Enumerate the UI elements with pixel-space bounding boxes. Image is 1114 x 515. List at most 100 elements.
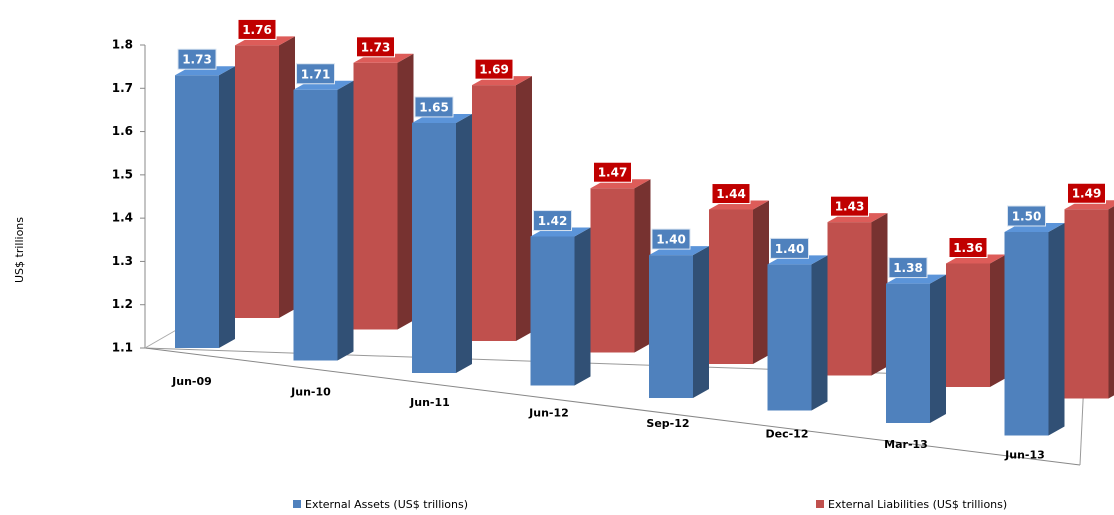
bar-front [1064,209,1109,399]
bar-front [767,264,812,411]
data-label-box [830,195,869,217]
bar-side [456,113,472,373]
data-label-box [651,228,691,250]
data-label: 1.69 [479,63,509,77]
bar-side [397,53,414,330]
x-tick-label: Sep-12 [646,417,689,430]
bar-side [693,246,709,398]
y-tick-label: 1.6 [112,124,133,138]
legend-swatch [293,500,301,508]
bar-front [472,85,516,341]
legend-label: External Assets (US$ trillions) [305,498,468,511]
data-label: 1.76 [242,23,272,37]
data-label: 1.36 [953,241,983,255]
data-label: 1.43 [835,200,865,214]
y-tick-label: 1.2 [112,297,133,311]
y-tick-label: 1.5 [112,167,133,181]
data-label-box [356,36,395,58]
bar [530,227,591,386]
y-axis-label: US$ trillions [13,217,26,283]
bar-side [279,36,295,319]
bar-side [337,80,354,361]
bar-side [574,227,591,386]
bar-side [930,274,946,423]
bar-front [353,62,398,330]
bar [1004,222,1065,436]
bar [767,255,828,411]
data-label-box [948,237,988,259]
bar [412,113,472,373]
bar-side [871,213,888,376]
x-tick-label: Jun-12 [528,407,569,420]
data-label-box [1067,182,1106,204]
data-label: 1.50 [1012,209,1042,223]
data-label-box [237,18,277,40]
data-label: 1.73 [361,40,391,54]
x-tick-label: Mar-13 [884,438,928,451]
bar [472,76,532,342]
bar [293,80,354,361]
y-tick-label: 1.4 [112,211,133,225]
x-tick-label: Jun-09 [171,375,212,388]
bar [886,274,946,423]
bar-front [886,283,930,423]
data-label: 1.65 [419,100,449,114]
bar-side [990,254,1006,387]
x-tick-label: Jun-13 [1004,449,1045,462]
bar [175,66,235,349]
bar-side [753,200,769,364]
y-tick-label: 1.7 [112,81,133,95]
x-tick-label: Jun-11 [409,396,450,409]
legend-swatch [816,500,824,508]
floor-front [144,347,1081,466]
bar-front [1004,231,1049,436]
bar [946,254,1006,387]
data-label-box [888,257,928,279]
y-tick-label: 1.1 [112,341,133,355]
data-label-box [414,96,454,118]
y-tick-label: 1.8 [112,38,133,52]
bar-side [811,255,828,411]
bar-front [649,255,693,398]
data-label-box [770,237,809,259]
data-label: 1.38 [893,261,923,275]
bar-front [293,89,338,361]
bar-side [634,179,651,353]
data-label: 1.40 [656,233,686,247]
bar-side [1048,222,1065,436]
bar-side [219,66,235,349]
data-label: 1.44 [716,187,746,201]
data-label: 1.42 [538,214,568,228]
bar-front [175,75,219,349]
bar [235,36,295,319]
x-tick-label: Dec-12 [766,428,809,441]
bar-side [1108,206,1114,399]
bar [590,179,651,353]
data-label-box [296,63,335,85]
data-label: 1.71 [301,67,331,81]
data-label-box [177,48,217,70]
data-label: 1.73 [182,53,212,67]
data-label-box [711,183,751,205]
legend-label: External Liabilities (US$ trillions) [828,498,1007,511]
bar [353,53,414,330]
x-tick-label: Jun-10 [290,386,331,399]
data-label-box [474,58,514,80]
bar-front [235,45,279,319]
data-label: 1.49 [1072,187,1102,201]
y-tick-label: 1.3 [112,254,133,268]
bar-front [946,263,990,387]
bar [709,200,769,364]
bar-front [590,188,635,353]
bar [827,213,888,376]
bar [1064,200,1114,399]
bar-front [827,222,872,376]
bar [649,246,709,398]
data-label-box [533,210,572,232]
bar-front [530,236,575,386]
data-label: 1.47 [598,166,628,180]
data-label-box [1007,205,1046,227]
bar-front [412,122,456,373]
bar-side [516,76,532,342]
